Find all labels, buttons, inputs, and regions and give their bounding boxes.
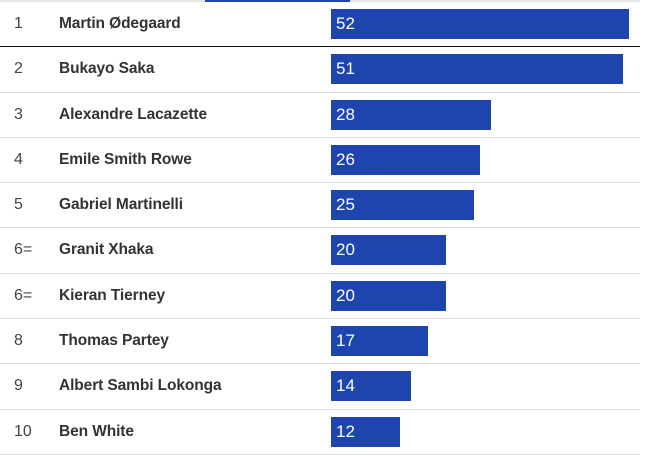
bar: 28 (331, 99, 492, 130)
bar-value-label: 14 (336, 376, 355, 396)
active-tab-indicator (205, 0, 350, 2)
table-row: 3 Alexandre Lacazette 28 (0, 93, 640, 138)
rank: 8 (14, 332, 23, 350)
player-name: Martin Ødegaard (59, 15, 181, 32)
bar-value-label: 51 (336, 59, 355, 79)
player-name: Bukayo Saka (59, 60, 155, 78)
bar: 20 (331, 235, 446, 266)
bar-value-label: 28 (336, 104, 355, 124)
table-row: 1 Martin Ødegaard 52 (0, 2, 640, 48)
bar-value-label: 20 (336, 285, 355, 305)
rank: 5 (14, 196, 23, 214)
bar: 17 (331, 326, 429, 357)
player-name: Alexandre Lacazette (59, 105, 207, 123)
rank: 6= (14, 241, 33, 259)
bar: 12 (331, 416, 400, 447)
player-name: Albert Sambi Lokonga (59, 377, 222, 395)
table-row: 10 Ben White 12 (0, 410, 640, 455)
table-row: 9 Albert Sambi Lokonga 14 (0, 364, 640, 410)
table-row: 6= Kieran Tierney 20 (0, 274, 640, 320)
bar-value-label: 12 (336, 421, 355, 441)
bar-value-label: 25 (336, 195, 355, 215)
bar-value-label: 26 (336, 149, 355, 169)
table-row: 5 Gabriel Martinelli 25 (0, 183, 640, 229)
bar-value-label: 20 (336, 240, 355, 260)
table-row: 2 Bukayo Saka 51 (0, 47, 640, 93)
player-name: Ben White (59, 422, 134, 440)
bar: 20 (331, 280, 446, 311)
player-name: Gabriel Martinelli (59, 196, 183, 214)
rank: 9 (14, 377, 23, 395)
player-name: Kieran Tierney (59, 286, 166, 304)
bar-value-label: 17 (336, 331, 355, 351)
bar: 26 (331, 144, 480, 175)
player-name: Emile Smith Rowe (59, 150, 192, 168)
rank: 10 (14, 422, 32, 440)
bar-value-label: 52 (336, 14, 355, 33)
bar: 52 (331, 9, 629, 39)
rank: 6= (14, 286, 33, 304)
player-name: Granit Xhaka (59, 241, 154, 259)
table-row: 8 Thomas Partey 17 (0, 319, 640, 365)
bar: 51 (331, 54, 624, 85)
table-row: 6= Granit Xhaka 20 (0, 228, 640, 274)
bar: 14 (331, 371, 412, 402)
player-name: Thomas Partey (59, 332, 169, 350)
table-row: 4 Emile Smith Rowe 26 (0, 138, 640, 184)
rank: 3 (14, 105, 23, 123)
bar: 25 (331, 190, 475, 221)
rank: 2 (14, 60, 23, 78)
rank: 4 (14, 150, 23, 168)
rank: 1 (14, 15, 23, 32)
